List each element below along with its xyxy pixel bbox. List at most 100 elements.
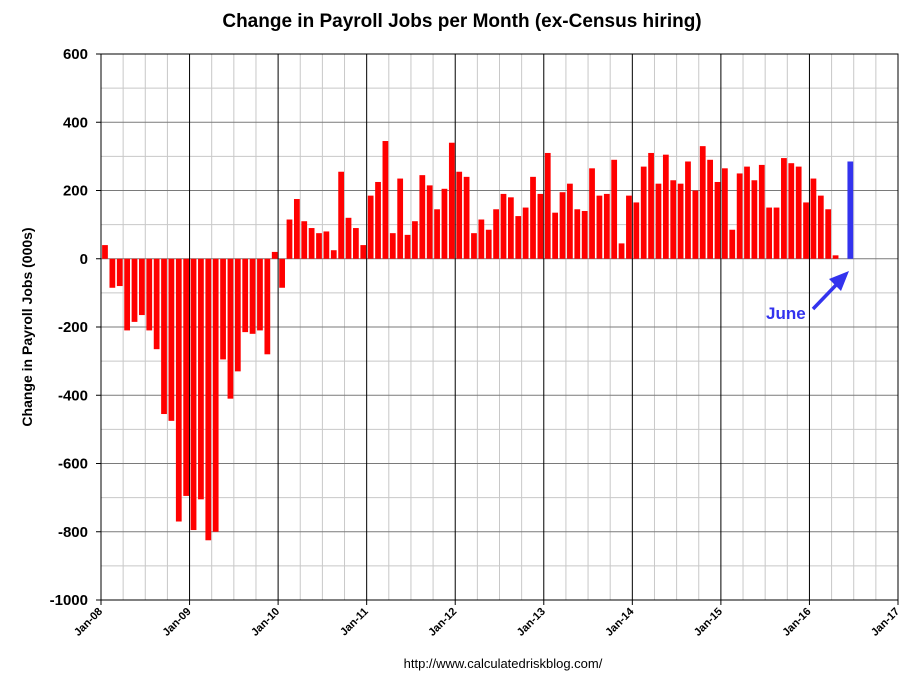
- bar: [537, 193, 544, 259]
- bar: [662, 154, 669, 259]
- highlight-bar: [847, 161, 854, 259]
- bar: [441, 188, 448, 259]
- y-tick-label: -1000: [50, 592, 88, 609]
- bar: [249, 258, 256, 334]
- source-url: http://www.calculatedriskblog.com/: [404, 656, 603, 671]
- bar: [434, 209, 440, 259]
- bar: [220, 258, 226, 360]
- bar: [308, 228, 315, 259]
- bar: [448, 142, 455, 259]
- bar: [168, 258, 175, 421]
- bar: [227, 258, 234, 399]
- bar: [404, 234, 411, 259]
- bar: [257, 258, 263, 331]
- bar: [773, 207, 780, 259]
- bar: [198, 258, 204, 500]
- bar: [692, 190, 699, 259]
- bar: [655, 183, 662, 259]
- bar: [626, 195, 632, 259]
- bar: [493, 209, 499, 259]
- grid-layer: [101, 53, 898, 601]
- bar: [389, 233, 396, 259]
- bar: [102, 245, 108, 259]
- bar: [552, 212, 559, 259]
- bar: [803, 202, 809, 259]
- june-annotation-arrow-icon: [811, 281, 840, 311]
- bar: [832, 255, 839, 259]
- bar: [589, 168, 595, 259]
- y-tick-label: 600: [63, 46, 88, 63]
- bar: [131, 258, 138, 322]
- bar: [744, 166, 750, 259]
- june-annotation-label: June: [766, 304, 806, 323]
- bar: [736, 173, 743, 259]
- bar: [360, 245, 367, 259]
- bar: [426, 185, 433, 259]
- bar: [412, 221, 418, 259]
- x-tick-label: Jan-13: [515, 606, 548, 639]
- bar: [685, 161, 691, 259]
- bar: [567, 183, 573, 259]
- bar: [382, 141, 389, 259]
- bar: [286, 219, 293, 259]
- y-tick-label: -200: [58, 319, 88, 336]
- bar: [810, 178, 817, 259]
- bar: [677, 183, 684, 259]
- bar: [788, 163, 795, 259]
- bar: [264, 258, 271, 355]
- bar: [323, 231, 330, 259]
- bar: [515, 216, 522, 259]
- x-tick-label: Jan-09: [161, 606, 194, 639]
- bar: [714, 181, 721, 259]
- bar: [212, 258, 219, 532]
- bar: [397, 178, 404, 259]
- bar: [367, 195, 374, 259]
- bar: [633, 202, 640, 259]
- bar: [817, 195, 824, 259]
- bar: [139, 258, 145, 316]
- bar: [478, 219, 485, 259]
- bar: [183, 258, 190, 496]
- bar: [707, 159, 713, 259]
- bars-layer: [102, 141, 854, 541]
- bar: [330, 250, 337, 259]
- bar: [485, 229, 492, 259]
- bar: [463, 176, 470, 259]
- bar: [153, 258, 160, 350]
- annotation-layer: June: [766, 271, 849, 323]
- bar: [242, 258, 249, 333]
- bar: [574, 209, 581, 259]
- bar: [316, 233, 322, 259]
- y-tick-label: -800: [58, 524, 88, 541]
- bar: [781, 158, 787, 259]
- x-tick-label: Jan-11: [338, 606, 371, 639]
- bar: [522, 207, 529, 259]
- bar: [640, 166, 647, 259]
- bar: [190, 258, 197, 531]
- y-axis-label: Change in Payroll Jobs (000s): [19, 227, 35, 426]
- june-annotation-arrowhead-icon: [829, 271, 849, 291]
- y-tick-label: 200: [63, 183, 88, 200]
- bar: [175, 258, 182, 522]
- bar: [825, 209, 832, 259]
- bar: [507, 197, 514, 259]
- bar: [648, 152, 654, 259]
- bar: [722, 168, 728, 259]
- bar: [530, 176, 536, 259]
- chart-title: Change in Payroll Jobs per Month (ex-Cen…: [222, 11, 701, 32]
- bar: [338, 171, 345, 259]
- x-tick-label: Jan-16: [780, 606, 813, 639]
- bar: [766, 207, 773, 259]
- bar: [603, 193, 610, 259]
- bar: [456, 171, 463, 259]
- x-tick-label: Jan-14: [603, 605, 637, 639]
- bar: [729, 229, 736, 259]
- bar: [234, 258, 241, 372]
- bar: [271, 251, 278, 259]
- bar: [109, 258, 116, 288]
- bar: [500, 193, 507, 259]
- x-tick-label: Jan-10: [249, 606, 282, 639]
- bar: [345, 217, 352, 259]
- y-tick-label: -600: [58, 456, 88, 473]
- bar: [301, 221, 308, 259]
